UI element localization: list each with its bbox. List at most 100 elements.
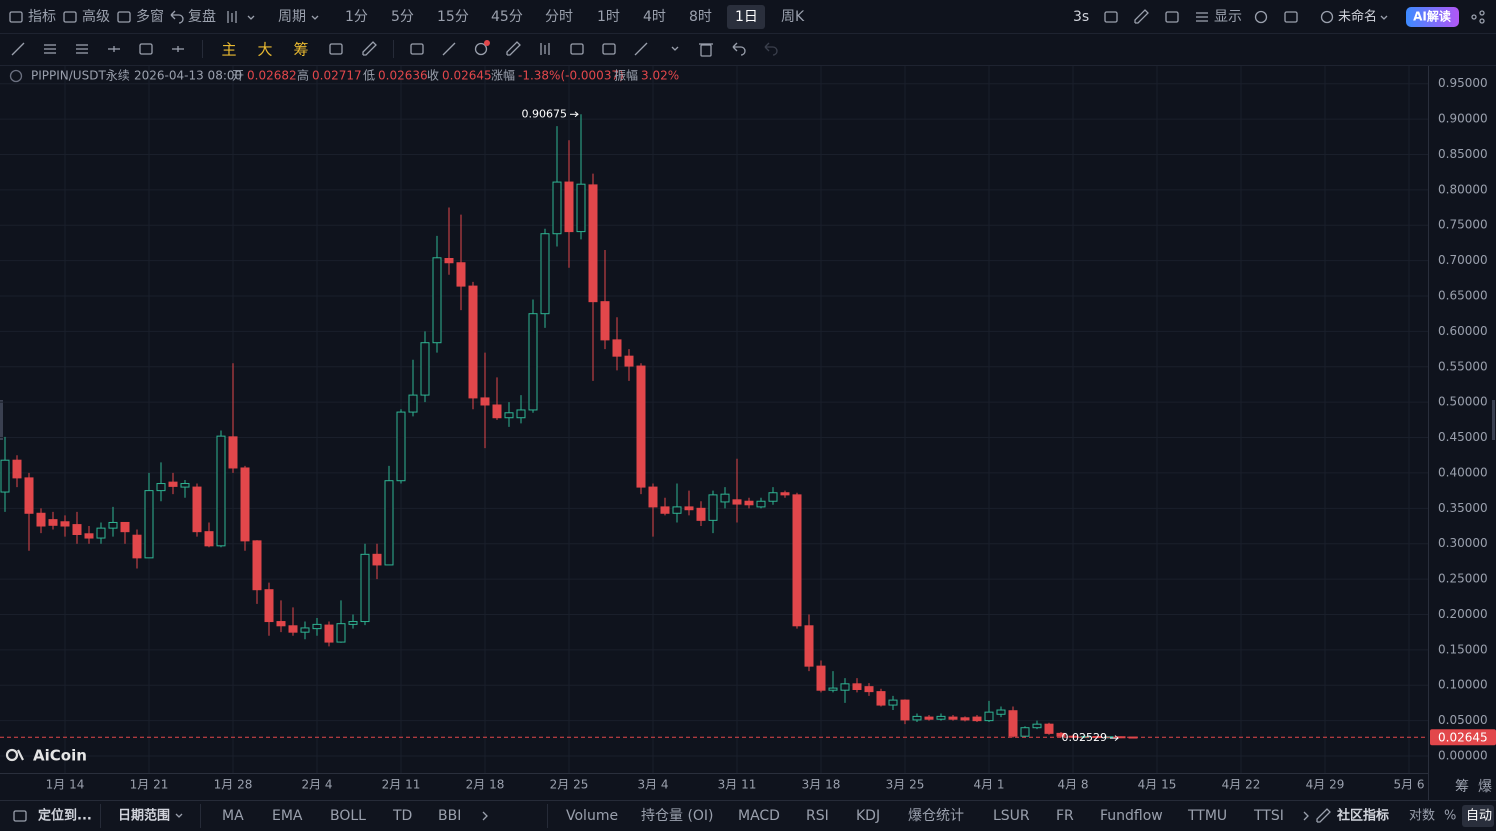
candle-body [684,506,694,511]
candle-body [984,711,994,722]
indicator-button[interactable]: KDJ [856,808,880,824]
main-toggle[interactable]: 大 [257,41,272,59]
indicator-button[interactable]: Volume [566,808,618,824]
icon [699,43,713,57]
indicator-button[interactable]: LSUR [993,808,1030,824]
icon-part [1165,11,1179,23]
scroll-handle[interactable] [0,400,3,440]
toolbar-button[interactable]: 多窗 [136,8,164,25]
icon [117,11,131,23]
candle-body [708,494,718,521]
x-tick-label: 4月 8 [1057,778,1088,792]
toolbar-button[interactable]: 指标 [28,9,56,25]
icon [108,46,120,52]
indicator-button[interactable]: FR [1056,808,1074,824]
candle-body [216,435,226,547]
icon [44,44,56,54]
candle-body [612,339,622,357]
indicator-button[interactable]: EMA [272,808,303,824]
y-tick-label: 0.20000 [1438,607,1488,621]
indicator-button[interactable]: RSI [806,808,829,824]
main-toggle[interactable]: 主 [221,41,236,59]
icon-part [1284,11,1298,23]
toolbar-button[interactable]: 复盘 [188,8,216,25]
indicator-button[interactable]: Fundflow [1100,808,1163,824]
toolbar-button[interactable]: 显示 [1214,9,1242,25]
toolbar-button[interactable]: 未命名 [1338,9,1377,25]
icon-part [732,42,746,56]
info-text: 0.02645 [442,69,492,83]
icon [175,813,183,818]
badge [484,40,490,46]
candle-body [372,553,382,566]
toolbar-button[interactable]: 周期 [278,9,306,25]
period-button[interactable]: 1日 [735,9,758,25]
period-button[interactable]: 45分 [491,9,523,25]
info-text: 低 [363,69,375,83]
x-tick-label: 3月 4 [637,778,668,792]
bottom-button[interactable]: 定位到... [37,808,92,824]
candle-body [144,490,154,559]
period-button[interactable]: 5分 [391,9,414,25]
icon-part [247,15,255,20]
indicator-button[interactable]: BOLL [330,808,366,824]
bottom-button[interactable]: % [1444,809,1456,824]
icon [1134,9,1149,24]
candle-body [516,409,526,419]
period-button[interactable]: 1分 [345,9,368,25]
y-tick-label: 0.40000 [1438,465,1488,479]
active-bg [1462,805,1494,827]
candle-body [0,459,10,493]
icon [1254,10,1268,24]
period-button[interactable]: 1时 [597,9,620,25]
bottom-button[interactable]: 日期范围 [118,808,170,824]
info-text: 2026-04-13 08:00 [134,69,242,83]
period-button[interactable]: 周K [781,9,805,25]
bottom-button[interactable]: 对数 [1409,809,1435,824]
icon [570,43,584,55]
indicator-button[interactable]: TD [392,808,412,824]
period-button[interactable]: 8时 [689,9,712,25]
period-button[interactable]: 15分 [437,9,469,25]
candle-body [192,486,202,533]
corner-toggle[interactable]: 筹 [1455,778,1469,795]
toolbar-button[interactable]: 3s [1073,9,1089,25]
main-toggle[interactable]: 筹 [293,41,308,59]
info-text: 振幅 [614,68,638,83]
scroll-handle[interactable] [1492,400,1495,440]
corner-toggle[interactable]: 爆 [1478,779,1492,795]
y-tick-label: 0.35000 [1438,501,1488,515]
indicator-button[interactable]: 爆仓统计 [908,808,964,824]
candle-body [204,531,214,547]
ai-button[interactable]: AI解读 [1413,9,1451,24]
icon-part [175,813,183,818]
info-text: 0.02717 [312,69,362,83]
indicator-button[interactable]: MA [222,808,244,824]
candle-body [804,625,814,667]
indicator-button[interactable]: TTMU [1187,808,1227,824]
indicator-button[interactable]: 持仓量 (OI) [641,808,714,824]
candle-body [504,412,514,419]
candle-body [12,459,22,479]
y-tick-label: 0.80000 [1438,182,1488,196]
icon [634,42,648,56]
y-tick-label: 0.85000 [1438,147,1488,161]
x-tick-label: 2月 18 [466,778,505,792]
indicator-button[interactable]: TTSI [1253,808,1284,824]
icon [227,11,237,23]
candle-body [888,699,898,706]
period-button[interactable]: 4时 [643,9,666,25]
icon-part [1380,15,1388,20]
candle-body [360,553,370,623]
bottom-button[interactable]: 社区指标 [1336,808,1389,824]
period-button[interactable]: 分时 [545,9,573,25]
indicator-button[interactable]: MACD [738,808,780,824]
icon-part [170,10,184,24]
indicator-button[interactable]: BBI [438,808,461,824]
toolbar-button[interactable]: 高级 [82,8,110,25]
ai-button-bg[interactable] [1406,7,1459,27]
icon [1284,11,1298,23]
bottom-button[interactable]: 自动 [1466,809,1492,824]
